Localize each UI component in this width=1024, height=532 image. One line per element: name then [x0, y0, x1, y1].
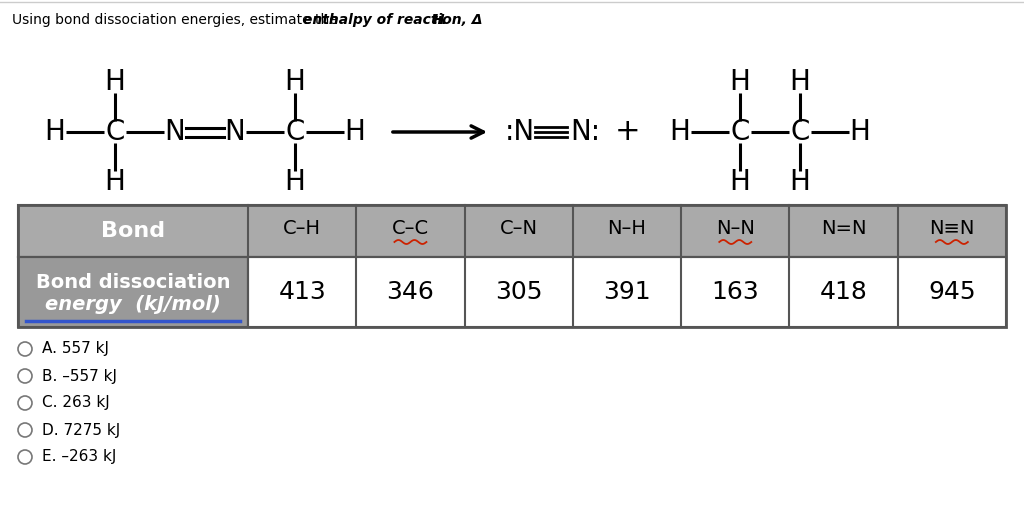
Text: enthalpy of reaction, Δ: enthalpy of reaction, Δ — [303, 13, 482, 27]
Text: Bond dissociation: Bond dissociation — [36, 273, 230, 293]
Text: +: + — [615, 118, 641, 146]
Text: H: H — [670, 118, 690, 146]
Text: .: . — [441, 13, 446, 27]
Bar — [18, 205, 1006, 327]
Text: C. 263 kJ: C. 263 kJ — [42, 395, 110, 411]
Text: C: C — [791, 118, 810, 146]
Bar — [248, 257, 1006, 327]
Text: H: H — [285, 168, 305, 196]
Text: N–N: N–N — [716, 219, 755, 237]
Text: 346: 346 — [386, 280, 434, 304]
Text: N=N: N=N — [821, 219, 866, 237]
Text: C: C — [105, 118, 125, 146]
Text: 418: 418 — [819, 280, 867, 304]
Text: :N: :N — [505, 118, 536, 146]
Text: E. –263 kJ: E. –263 kJ — [42, 450, 117, 464]
Text: H: H — [729, 68, 751, 96]
Text: N≡N: N≡N — [929, 219, 975, 237]
Text: H: H — [433, 13, 444, 27]
Bar — [18, 205, 1006, 257]
Text: N–H: N–H — [607, 219, 646, 237]
Text: C–C: C–C — [392, 219, 429, 237]
Text: N: N — [165, 118, 185, 146]
Bar — [18, 257, 248, 327]
Text: B. –557 kJ: B. –557 kJ — [42, 369, 117, 384]
Text: 413: 413 — [279, 280, 326, 304]
Text: 305: 305 — [495, 280, 543, 304]
Text: H: H — [45, 118, 66, 146]
Text: H: H — [104, 168, 125, 196]
Text: C–H: C–H — [284, 219, 322, 237]
Text: Bond: Bond — [101, 221, 165, 241]
Text: Using bond dissociation energies, estimate the: Using bond dissociation energies, estima… — [12, 13, 342, 27]
Text: H: H — [790, 168, 810, 196]
Text: A. 557 kJ: A. 557 kJ — [42, 342, 109, 356]
Text: H: H — [850, 118, 870, 146]
Text: C–N: C–N — [500, 219, 538, 237]
Text: H: H — [285, 68, 305, 96]
Text: 163: 163 — [712, 280, 759, 304]
Text: D. 7275 kJ: D. 7275 kJ — [42, 422, 120, 437]
Text: H: H — [344, 118, 366, 146]
Text: N: N — [224, 118, 246, 146]
Text: H: H — [790, 68, 810, 96]
Text: N:: N: — [570, 118, 600, 146]
Text: C: C — [286, 118, 305, 146]
Text: 945: 945 — [928, 280, 976, 304]
Text: energy  (kJ/mol): energy (kJ/mol) — [45, 295, 221, 313]
Text: H: H — [104, 68, 125, 96]
Text: C: C — [730, 118, 750, 146]
Text: H: H — [729, 168, 751, 196]
Text: 391: 391 — [603, 280, 651, 304]
